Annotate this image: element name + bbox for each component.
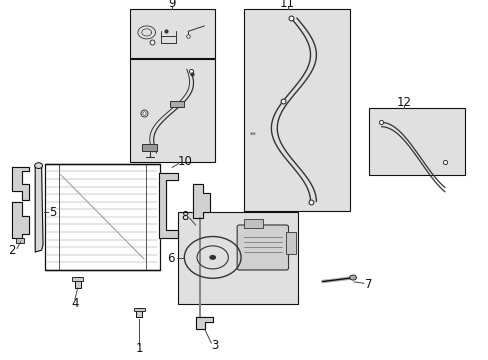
FancyBboxPatch shape <box>237 225 288 270</box>
Polygon shape <box>12 202 29 238</box>
Text: 9: 9 <box>168 0 176 10</box>
Text: 10: 10 <box>177 155 192 168</box>
Circle shape <box>209 255 216 260</box>
Text: 6: 6 <box>167 252 175 265</box>
Bar <box>129 59 215 162</box>
Bar <box>75 277 81 288</box>
Bar <box>142 144 157 151</box>
Text: 5: 5 <box>49 206 57 219</box>
Bar <box>244 9 349 211</box>
Text: 3: 3 <box>211 339 219 352</box>
Bar <box>72 277 83 281</box>
Bar <box>16 238 24 243</box>
Text: 11: 11 <box>280 0 294 10</box>
Bar <box>170 101 183 107</box>
Polygon shape <box>12 167 29 200</box>
Bar <box>285 232 295 254</box>
Bar <box>136 308 142 317</box>
Bar <box>244 219 263 228</box>
Bar <box>129 9 215 58</box>
Polygon shape <box>193 184 210 218</box>
Circle shape <box>35 163 42 168</box>
Text: 2: 2 <box>8 244 16 257</box>
Text: 12: 12 <box>396 96 411 109</box>
Bar <box>178 212 298 304</box>
Polygon shape <box>159 173 178 238</box>
Polygon shape <box>195 317 212 329</box>
Circle shape <box>349 275 356 280</box>
Bar <box>45 164 160 270</box>
Text: 8: 8 <box>181 210 188 222</box>
Bar <box>368 108 464 175</box>
Polygon shape <box>35 166 43 252</box>
Bar <box>134 308 144 311</box>
Text: 1: 1 <box>135 342 143 355</box>
Text: 4: 4 <box>71 297 79 310</box>
Text: 7: 7 <box>365 278 372 291</box>
Text: **: ** <box>249 132 256 138</box>
